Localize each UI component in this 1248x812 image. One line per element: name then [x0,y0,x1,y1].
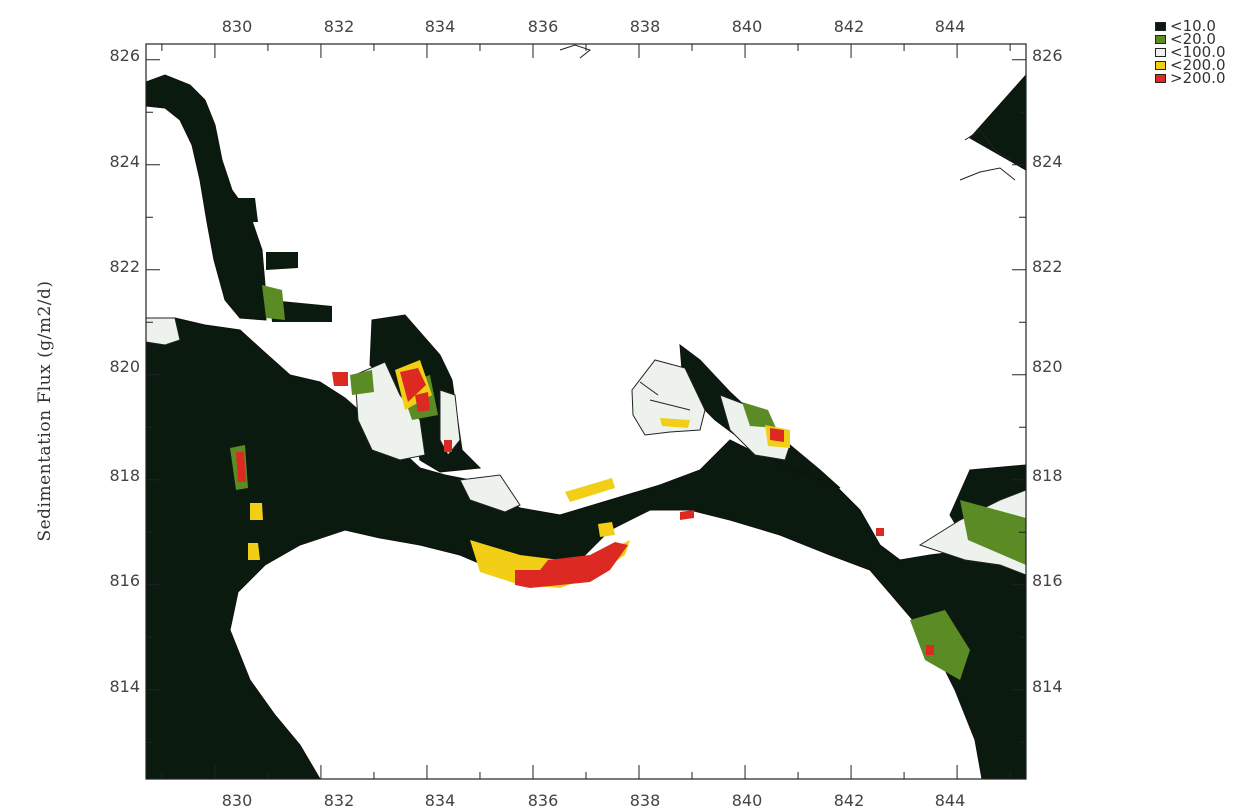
legend-item: <20.0 [1155,30,1226,48]
x-bottom-tick-label: 834 [425,791,456,810]
y-right-tick-label: 814 [1032,677,1063,696]
x-top-tick-label: 844 [935,17,966,36]
x-bottom-tick-label: 830 [222,791,253,810]
x-top-tick-label: 836 [528,17,559,36]
x-bottom-tick-label: 838 [630,791,661,810]
y-left-tick-label: 824 [109,152,140,171]
pier-1 [266,252,298,270]
y-left-tick-label: 816 [109,571,140,590]
y-left-tick-label: 814 [109,677,140,696]
y-right-tick-label: 826 [1032,46,1063,65]
zone-light-3 [631,359,706,436]
x-bottom-tick-label: 840 [732,791,763,810]
legend-swatch [1155,61,1166,70]
zone-red-7 [876,528,884,536]
zone-red-8 [680,510,694,520]
legend-swatch [1155,74,1166,83]
y-axis-right: 826 824 822 820 818 816 814 [1032,46,1063,696]
x-top-tick-label: 842 [834,17,865,36]
legend-swatch [1155,22,1166,31]
x-axis-bottom: 830 832 834 836 838 840 842 844 [222,791,966,810]
legend-label: >200.0 [1170,69,1226,87]
x-top-tick-label: 840 [732,17,763,36]
x-top-tick-label: 830 [222,17,253,36]
zone-red-4 [332,372,348,386]
axis-ticks [146,44,1026,779]
y-left-tick-label: 818 [109,466,140,485]
legend-label: <10.0 [1170,17,1216,35]
x-bottom-tick-label: 836 [528,791,559,810]
pier-3 [238,198,258,222]
zone-yellow-8 [660,418,690,428]
legend-label: <100.0 [1170,43,1226,61]
zone-red-2 [400,368,426,402]
y-left-tick-label: 826 [109,46,140,65]
pier-2 [270,300,332,322]
x-bottom-tick-label: 844 [935,791,966,810]
y-right-tick-label: 820 [1032,357,1063,376]
zone-red-6 [770,428,784,442]
y-left-tick-label: 822 [109,257,140,276]
legend-item: >200.0 [1155,69,1226,87]
x-top-tick-label: 832 [324,17,355,36]
legend-swatch [1155,48,1166,57]
y-right-tick-label: 816 [1032,571,1063,590]
y-axis-label: Sedimentation Flux (g/m2/d) [35,280,55,541]
legend: <10.0 <20.0 <100.0 <200.0 >200.0 [1155,17,1226,87]
coastline-detail-3 [639,381,691,411]
y-right-tick-label: 818 [1032,466,1063,485]
x-top-tick-label: 834 [425,17,456,36]
legend-item: <100.0 [1155,43,1226,61]
coastline-detail-1 [959,129,1016,181]
zone-green-3 [350,370,374,395]
y-right-tick-label: 822 [1032,257,1063,276]
x-axis-top: 830 832 834 836 838 840 842 844 [222,17,966,36]
zone-red-1 [515,542,628,588]
waterway-ne-corner [969,74,1026,171]
y-right-tick-label: 824 [1032,152,1063,171]
zone-light-2 [439,389,461,456]
zone-yellow-3 [565,478,615,502]
zone-light-6 [459,474,521,513]
x-top-tick-label: 838 [630,17,661,36]
zone-green-2 [910,610,970,680]
y-left-tick-label: 820 [109,357,140,376]
waterway-north-strip [146,74,267,321]
map-content [146,44,1026,779]
legend-label: <20.0 [1170,30,1216,48]
coastline-detail-2 [559,44,592,59]
zone-light-5 [146,317,181,346]
y-axis-left: 826 824 822 820 818 816 814 [109,46,140,696]
x-bottom-tick-label: 832 [324,791,355,810]
zone-yellow-4 [248,543,260,560]
zone-green-4 [262,285,285,320]
zone-green-1 [960,500,1026,565]
zone-red-3 [415,392,430,412]
zone-yellow-7 [598,522,615,537]
legend-label: <200.0 [1170,56,1226,74]
zone-red-5 [236,452,246,482]
zone-green-6 [742,402,776,428]
x-bottom-tick-label: 842 [834,791,865,810]
legend-swatch [1155,35,1166,44]
zone-yellow-5 [250,503,263,520]
legend-item: <10.0 [1155,17,1226,35]
legend-item: <200.0 [1155,56,1226,74]
waterway-main [146,317,1026,779]
zone-red-10 [444,440,452,452]
zone-red-9 [926,645,934,655]
